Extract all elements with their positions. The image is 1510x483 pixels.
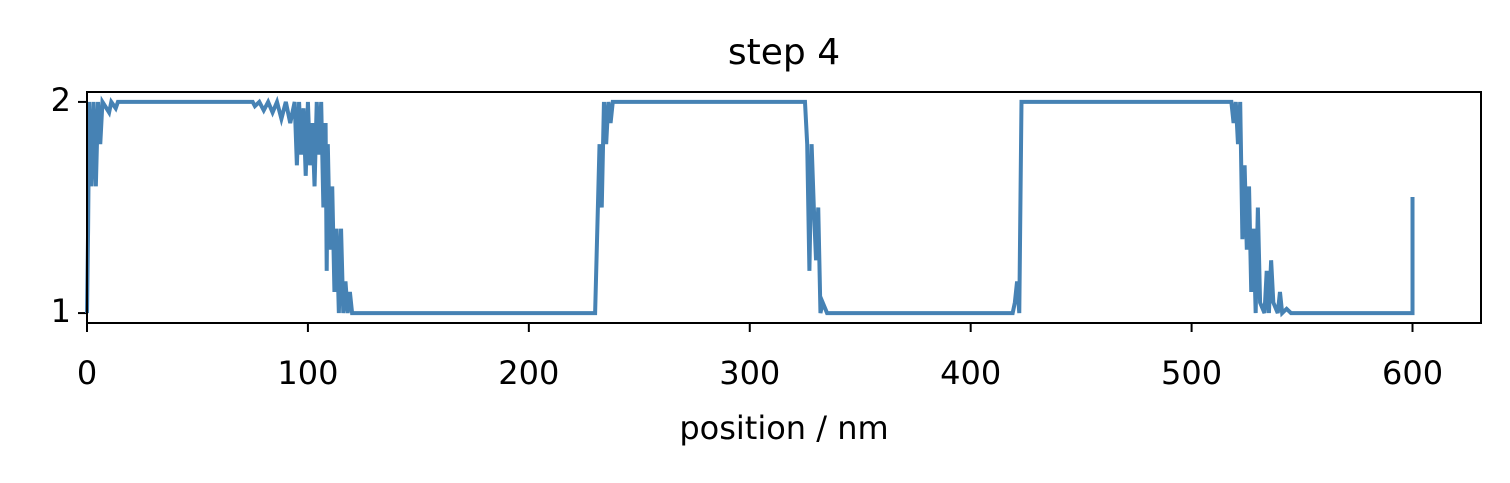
x-tick-label: 400 (940, 354, 1001, 392)
x-tick-label: 300 (719, 354, 780, 392)
x-tick-label: 0 (77, 354, 97, 392)
y-tick-label: 2 (51, 81, 71, 119)
x-tick-label: 200 (498, 354, 559, 392)
x-tick-label: 500 (1161, 354, 1222, 392)
chart-title: step 4 (728, 32, 840, 73)
x-tick-label: 600 (1382, 354, 1443, 392)
data-line (85, 95, 1415, 318)
plot-frame (86, 91, 1482, 324)
x-tick-label: 100 (277, 354, 338, 392)
x-axis-label: position / nm (679, 409, 888, 447)
y-tick-label: 1 (51, 292, 71, 330)
